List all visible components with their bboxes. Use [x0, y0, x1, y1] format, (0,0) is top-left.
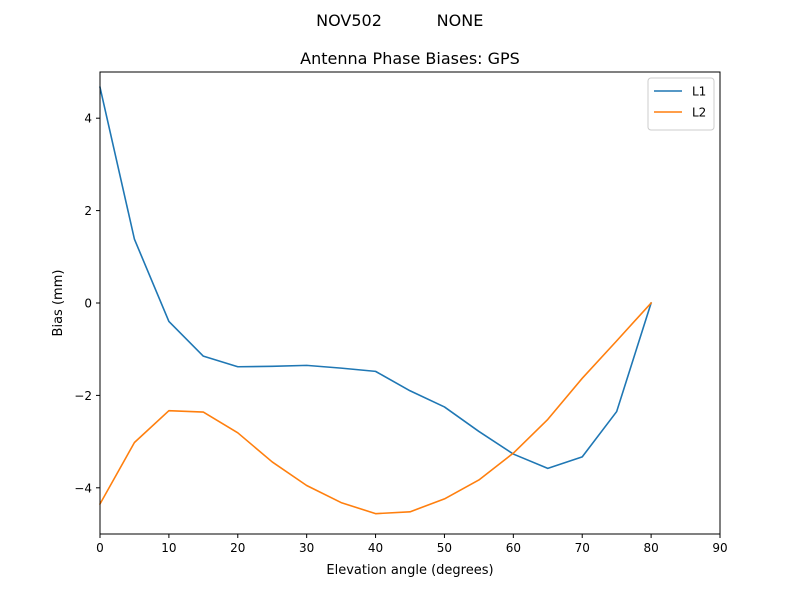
- x-tick-label: 50: [437, 541, 452, 555]
- y-tick-label: −2: [74, 389, 92, 403]
- x-axis: 0 10 20 30 40 50 60 70 80 90: [96, 534, 728, 555]
- figure-suptitle-radome: NONE: [437, 11, 484, 30]
- x-axis-label: Elevation angle (degrees): [326, 563, 493, 578]
- x-tick-label: 10: [161, 541, 176, 555]
- chart-title: Antenna Phase Biases: GPS: [300, 49, 520, 68]
- legend: L1 L2: [647, 77, 715, 131]
- y-tick-label: 0: [84, 297, 92, 311]
- series-line-l2: [98, 301, 653, 515]
- legend-label-l1: L1: [692, 85, 706, 99]
- x-tick-label: 20: [230, 541, 245, 555]
- plot-frame: [99, 71, 721, 535]
- x-tick-label: 40: [368, 541, 383, 555]
- x-tick-label: 60: [506, 541, 521, 555]
- series-layer: [98, 86, 653, 515]
- y-axis: −4 −2 0 2 4: [74, 112, 100, 495]
- y-tick-label: 2: [84, 204, 92, 218]
- y-axis-label: Bias (mm): [51, 270, 66, 337]
- x-tick-label: 80: [643, 541, 658, 555]
- legend-label-l2: L2: [692, 106, 706, 120]
- x-tick-label: 0: [96, 541, 104, 555]
- series-line-l1: [99, 86, 653, 470]
- figure-suptitle-station: NOV502: [316, 11, 382, 30]
- y-tick-label: 4: [84, 112, 92, 126]
- x-tick-label: 70: [575, 541, 590, 555]
- y-tick-label: −4: [74, 481, 92, 495]
- x-tick-label: 90: [712, 541, 727, 555]
- x-tick-label: 30: [299, 541, 314, 555]
